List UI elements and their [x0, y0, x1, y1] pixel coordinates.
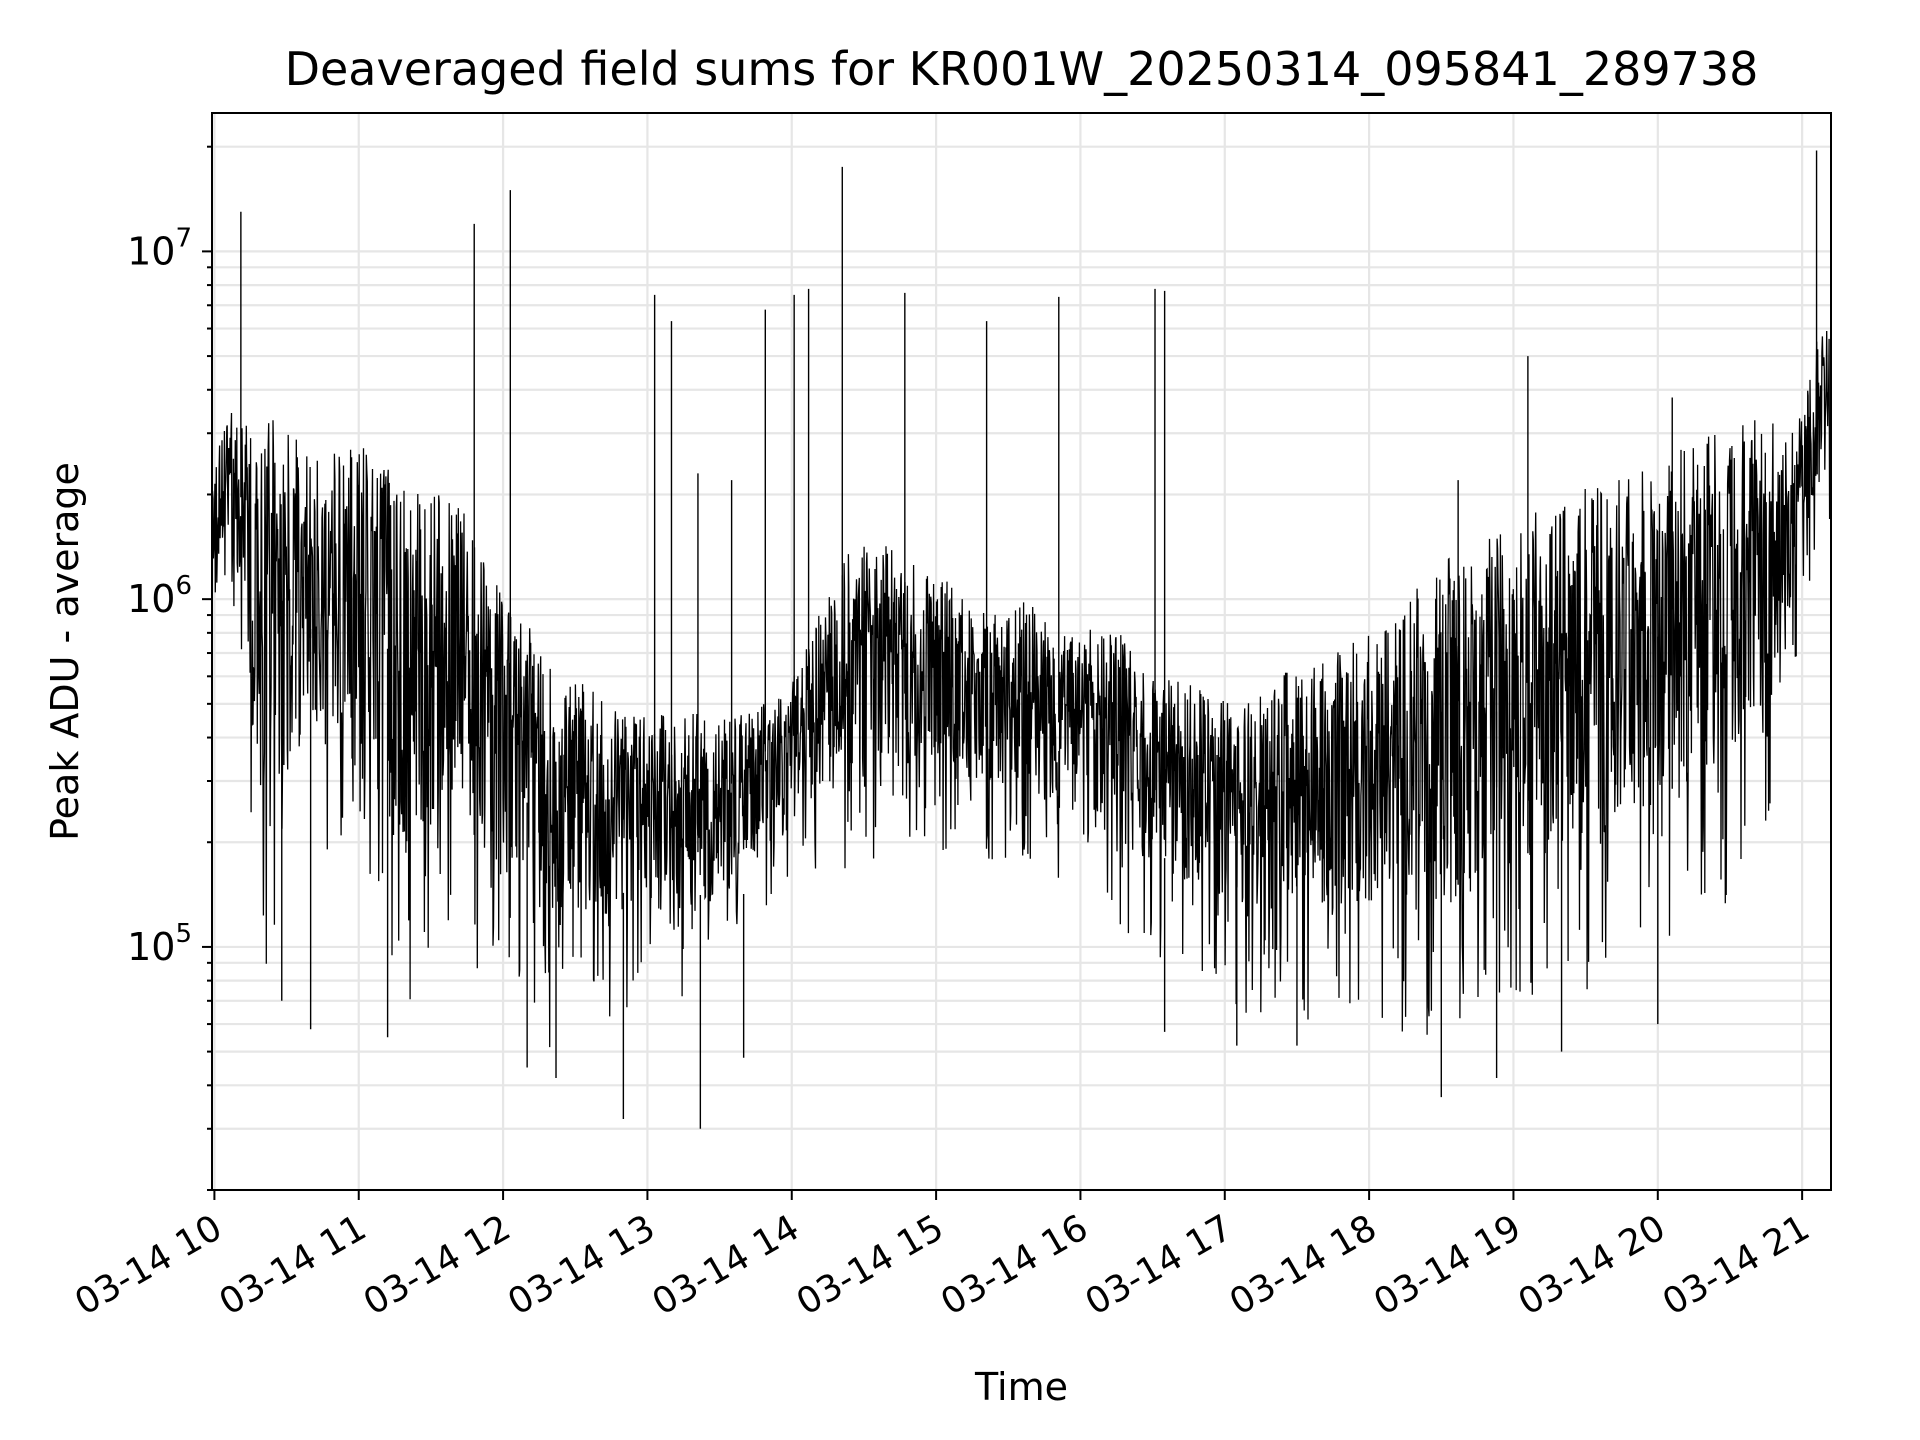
x-tick-label: 03-14 17 [1079, 1207, 1240, 1323]
y-tick-label-exponent: 7 [175, 223, 192, 253]
data-layer [211, 150, 1832, 1129]
x-tick-label: 03-14 19 [1367, 1207, 1528, 1323]
y-tick-label: 106 [127, 571, 192, 621]
x-tick-label: 03-14 21 [1656, 1207, 1817, 1323]
y-tick-label-exponent: 5 [175, 919, 192, 949]
x-tick-label: 03-14 11 [213, 1207, 374, 1323]
x-tick-label: 03-14 18 [1223, 1207, 1384, 1323]
y-tick-label-base: 10 [127, 577, 175, 621]
chart-title: Deaveraged field sums for KR001W_2025031… [285, 42, 1759, 96]
x-tick-label: 03-14 14 [646, 1207, 807, 1323]
x-tick-label: 03-14 16 [934, 1207, 1095, 1323]
y-tick-label: 105 [127, 919, 192, 969]
x-tick-label: 03-14 10 [68, 1207, 229, 1323]
y-axis-label: Peak ADU - average [43, 462, 87, 841]
x-axis-label: Time [974, 1365, 1068, 1409]
plot-frame [211, 112, 1832, 1191]
x-tick-label: 03-14 15 [790, 1207, 951, 1323]
y-tick-label-exponent: 6 [175, 571, 192, 601]
x-tick-label: 03-14 13 [501, 1207, 662, 1323]
y-tick-label: 107 [127, 223, 192, 273]
x-tick-label: 03-14 12 [357, 1207, 518, 1323]
series-line [211, 330, 1832, 1048]
x-tick-label: 03-14 20 [1512, 1207, 1673, 1323]
y-tick-label-base: 10 [127, 925, 175, 969]
y-tick-label-base: 10 [127, 229, 175, 273]
